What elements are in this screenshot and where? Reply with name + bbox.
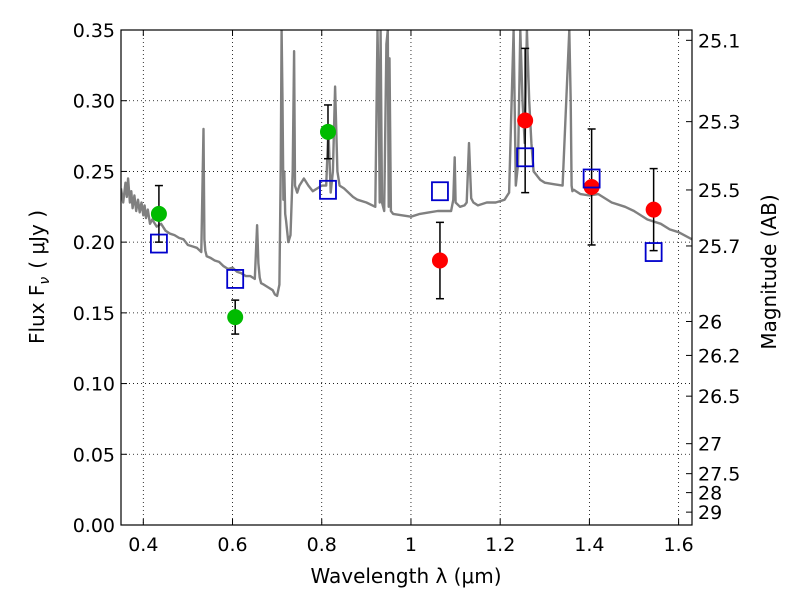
x-tick-label: 1.6 xyxy=(664,534,694,556)
y2-tick-label: 25.1 xyxy=(698,30,740,52)
y-axis-label-main: Flux F xyxy=(25,285,49,344)
y2-axis-label: Magnitude (AB) xyxy=(757,194,781,349)
data-point-circle xyxy=(227,309,244,326)
y-axis-label-subscript: ν xyxy=(37,277,53,285)
model-point-square xyxy=(226,269,245,289)
x-tick-label: 1 xyxy=(405,534,417,556)
y-tick-label: 0.30 xyxy=(73,91,115,113)
x-tick-label: 0.4 xyxy=(128,534,158,556)
axes-frame xyxy=(120,29,693,526)
y2-tick-label: 25.7 xyxy=(698,236,740,258)
x-tick-label: 0.6 xyxy=(217,534,247,556)
model-point-square xyxy=(431,181,449,202)
model-point-square xyxy=(319,179,337,200)
y2-tick-label: 25.3 xyxy=(698,112,740,134)
model-point-square xyxy=(582,168,601,189)
y2-tick-label: 28 xyxy=(698,483,722,505)
model-spectrum-line xyxy=(121,30,692,298)
y-axis-label-unit: ( μJy ) xyxy=(25,210,49,269)
y-tick-label: 0.15 xyxy=(73,303,115,325)
model-point-square xyxy=(516,147,535,168)
data-point-circle xyxy=(431,252,448,269)
model-point-square xyxy=(644,242,663,262)
y-tick-label: 0.10 xyxy=(73,374,115,396)
y2-tick-label: 29 xyxy=(698,502,722,524)
x-tick-label: 1.2 xyxy=(485,534,515,556)
x-axis-label: Wavelength λ (μm) xyxy=(310,564,501,588)
y2-tick-label: 26.5 xyxy=(698,386,740,408)
model-point-square xyxy=(150,233,168,254)
plot-area xyxy=(121,30,692,335)
y-tick-label: 0.35 xyxy=(73,20,115,42)
x-tick-label: 1.4 xyxy=(574,534,604,556)
data-point-circle xyxy=(645,201,662,218)
y2-tick-label: 26.2 xyxy=(698,345,740,367)
y2-tick-label: 27 xyxy=(698,434,722,456)
y-axis-label: Flux Fν ( μJy ) xyxy=(25,210,53,344)
y2-tick-label: 25.5 xyxy=(698,180,740,202)
y2-tick-label: 27.5 xyxy=(698,464,740,486)
data-point-circle xyxy=(517,112,534,129)
grid-lines xyxy=(121,29,692,526)
y-tick-label: 0.00 xyxy=(73,515,115,537)
y2-tick-label: 26 xyxy=(698,311,722,333)
y-tick-label: 0.25 xyxy=(73,161,115,183)
data-point-circle xyxy=(150,205,167,222)
x-tick-label: 0.8 xyxy=(307,534,337,556)
axis-ticks: 0.4 0.6 0.8 1 1.2 1.4 1.6 0.00 0.05 0.10 0.15 0.20 0… xyxy=(73,20,741,556)
data-point-circle xyxy=(319,123,336,140)
y-tick-label: 0.05 xyxy=(73,444,115,466)
y-tick-label: 0.20 xyxy=(73,232,115,254)
